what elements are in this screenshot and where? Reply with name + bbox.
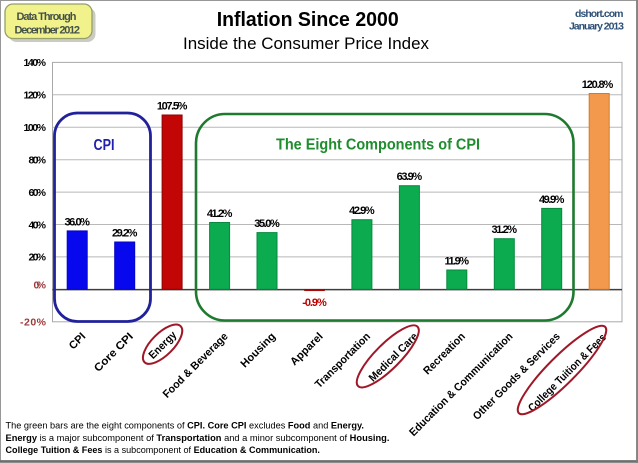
svg-text:31.2%: 31.2% xyxy=(492,224,518,236)
svg-text:100%: 100% xyxy=(24,122,47,134)
svg-text:-0.9%: -0.9% xyxy=(302,297,327,309)
svg-text:December 2012: December 2012 xyxy=(15,24,81,36)
svg-text:20%: 20% xyxy=(29,252,47,264)
svg-text:The green bars are the eight c: The green bars are the eight components … xyxy=(6,420,364,430)
svg-text:Energy is a major subcomponent: Energy is a major subcomponent of Transp… xyxy=(6,433,390,443)
svg-text:Inflation Since 2000: Inflation Since 2000 xyxy=(217,9,399,31)
svg-text:January 2013: January 2013 xyxy=(569,21,624,33)
svg-text:29.2%: 29.2% xyxy=(112,228,138,240)
svg-text:0%: 0% xyxy=(34,280,47,292)
svg-text:The Eight Components of CPI: The Eight Components of CPI xyxy=(276,137,480,154)
svg-text:42.9%: 42.9% xyxy=(349,205,375,217)
svg-text:63.9%: 63.9% xyxy=(397,171,423,183)
svg-text:80%: 80% xyxy=(29,155,47,167)
svg-text:11.9%: 11.9% xyxy=(445,256,470,268)
svg-text:60%: 60% xyxy=(29,187,47,199)
svg-text:49.9%: 49.9% xyxy=(539,194,565,206)
svg-text:Data Through: Data Through xyxy=(17,11,77,23)
svg-text:107.5%: 107.5% xyxy=(157,101,188,113)
svg-text:Inside the Consumer Price Inde: Inside the Consumer Price Index xyxy=(183,35,430,53)
svg-text:41.2%: 41.2% xyxy=(207,208,233,220)
svg-text:140%: 140% xyxy=(24,57,47,69)
svg-text:35.0%: 35.0% xyxy=(254,218,280,230)
svg-text:-20%: -20% xyxy=(20,317,47,329)
svg-text:College Tuition & Fees is a su: College Tuition & Fees is a subcomponent… xyxy=(6,445,320,455)
svg-text:CPI: CPI xyxy=(94,137,115,154)
svg-text:36.0%: 36.0% xyxy=(64,216,90,228)
svg-text:dshort.com: dshort.com xyxy=(575,8,624,20)
svg-text:120%: 120% xyxy=(24,90,47,102)
svg-text:120.8%: 120.8% xyxy=(582,79,614,91)
svg-text:40%: 40% xyxy=(29,219,47,231)
